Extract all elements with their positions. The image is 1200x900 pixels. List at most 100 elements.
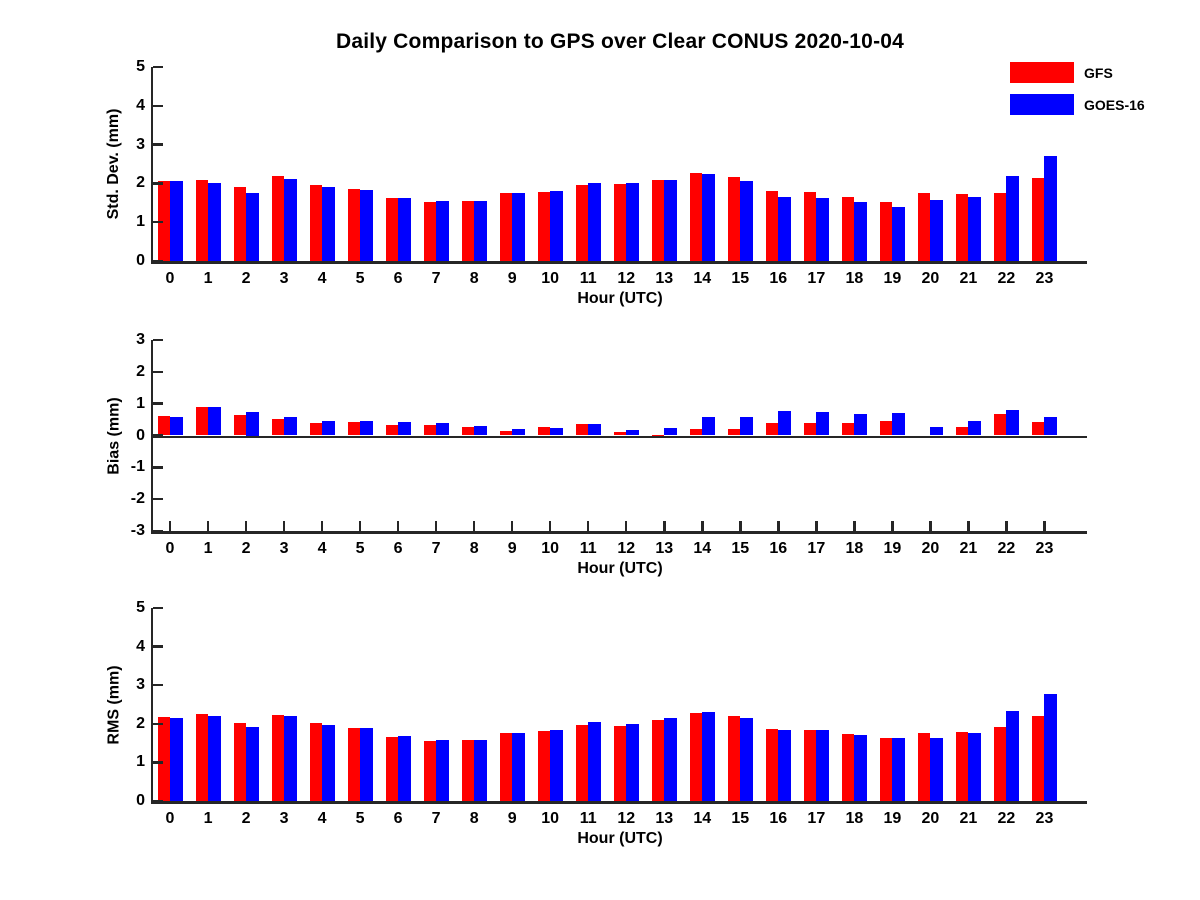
x-tick-label: 16 <box>769 540 788 557</box>
bar-gfs <box>423 424 437 436</box>
y-tick <box>153 143 163 146</box>
bar-gfs <box>195 179 209 261</box>
bar-gfs <box>879 202 893 261</box>
y-tick-label: 5 <box>136 599 145 616</box>
bar-goes16 <box>550 427 563 436</box>
x-tick-label: 8 <box>469 810 479 827</box>
y-tick <box>153 338 163 342</box>
bar-goes16 <box>892 207 905 261</box>
bar-goes16 <box>626 182 639 261</box>
y-tick <box>153 402 163 405</box>
y-tick-label: 3 <box>136 135 145 153</box>
y-tick <box>153 259 163 263</box>
x-tick-label: 23 <box>1035 810 1054 827</box>
bar-gfs <box>157 717 170 801</box>
y-tick <box>153 65 163 69</box>
bar-goes16 <box>816 729 829 801</box>
zero-line <box>153 435 1087 438</box>
bar-gfs <box>233 187 247 261</box>
x-tick-label: 13 <box>655 540 674 557</box>
legend-swatch-goes16 <box>1010 94 1074 115</box>
y-tick <box>153 761 163 764</box>
bar-gfs <box>803 729 817 801</box>
bar-gfs <box>993 414 1007 436</box>
y-tick-label: 5 <box>136 58 145 75</box>
bar-gfs <box>613 725 627 801</box>
bar-gfs <box>499 733 513 801</box>
x-tick-label: 5 <box>355 810 365 827</box>
x-tick <box>1005 521 1008 531</box>
bar-goes16 <box>360 727 373 801</box>
x-tick-label: 14 <box>693 810 712 827</box>
bar-goes16 <box>1006 410 1019 436</box>
y-tick-label: 4 <box>136 96 145 114</box>
bar-goes16 <box>740 417 753 436</box>
bar-gfs <box>917 193 931 261</box>
x-tick <box>358 521 362 531</box>
y-tick-label: -2 <box>130 490 145 508</box>
bar-gfs <box>651 719 665 801</box>
bar-gfs <box>575 724 589 801</box>
bar-goes16 <box>360 420 373 436</box>
x-tick-label: 16 <box>769 810 788 827</box>
bar-goes16 <box>892 412 905 436</box>
y-tick <box>153 683 163 687</box>
bar-gfs <box>727 428 741 436</box>
bar-gfs <box>993 192 1007 261</box>
bar-gfs <box>309 422 323 436</box>
bar-gfs <box>195 407 209 436</box>
bar-goes16 <box>398 422 411 436</box>
bar-gfs <box>955 193 969 261</box>
bar-goes16 <box>1044 694 1057 801</box>
x-tick-label: 3 <box>279 540 289 557</box>
y-axis <box>150 340 153 534</box>
x-tick-label: 0 <box>165 540 175 557</box>
bar-goes16 <box>208 407 221 436</box>
bar-goes16 <box>512 193 525 261</box>
bar-gfs <box>233 414 247 436</box>
x-tick-label: 11 <box>579 810 597 827</box>
bar-gfs <box>955 731 969 801</box>
bar-goes16 <box>436 200 449 261</box>
x-tick-label: 10 <box>541 270 560 287</box>
bar-gfs <box>841 734 855 801</box>
bar-goes16 <box>170 417 183 436</box>
bar-gfs <box>499 193 513 261</box>
x-tick <box>434 521 438 531</box>
bar-goes16 <box>778 410 791 436</box>
bar-gfs <box>803 192 817 261</box>
x-tick-label: 0 <box>165 270 175 287</box>
bar-goes16 <box>626 430 639 436</box>
bar-gfs <box>347 189 361 261</box>
x-tick <box>510 521 514 531</box>
y-tick <box>153 606 163 610</box>
x-tick-label: 1 <box>203 810 213 827</box>
bar-goes16 <box>512 429 525 436</box>
bar-goes16 <box>968 420 981 436</box>
bar-gfs <box>271 175 285 261</box>
x-tick-label: 8 <box>469 270 479 287</box>
bar-goes16 <box>664 179 677 261</box>
x-tick-label: 15 <box>731 810 750 827</box>
y-tick <box>153 799 163 803</box>
bar-goes16 <box>702 417 715 436</box>
x-tick-label: 11 <box>579 270 597 287</box>
bar-goes16 <box>550 191 563 261</box>
y-tick <box>153 182 163 185</box>
x-tick-label: 2 <box>241 540 251 557</box>
bar-goes16 <box>664 428 677 436</box>
x-tick <box>853 521 856 531</box>
bar-goes16 <box>588 423 601 436</box>
bar-goes16 <box>702 712 715 801</box>
x-tick-label: 6 <box>393 270 403 287</box>
x-tick-label: 12 <box>617 540 636 557</box>
bar-gfs <box>917 733 931 801</box>
x-tick-label: 4 <box>317 270 327 287</box>
x-tick-label: 19 <box>883 270 902 287</box>
bar-gfs <box>309 723 323 801</box>
bar-goes16 <box>284 715 297 801</box>
bar-gfs <box>1031 178 1045 261</box>
bar-gfs <box>765 728 779 801</box>
x-tick-label: 15 <box>731 540 750 557</box>
